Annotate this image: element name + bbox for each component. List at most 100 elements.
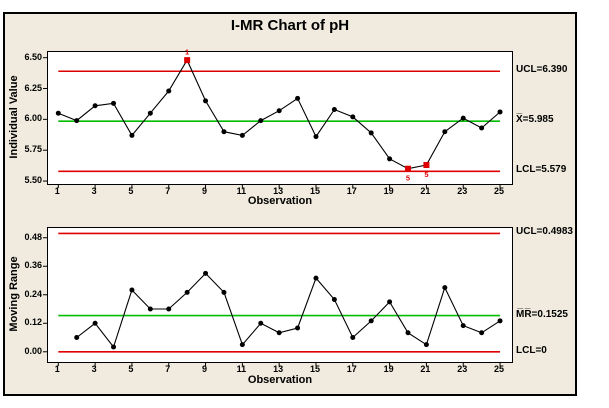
data-point — [74, 335, 80, 341]
data-point — [497, 318, 503, 324]
data-point — [313, 134, 319, 140]
data-point — [295, 95, 301, 101]
y-tick-label: 0.00 — [24, 345, 42, 356]
x-tick-label: 17 — [346, 364, 357, 374]
data-point — [184, 289, 190, 295]
x-tick-label: 13 — [273, 364, 284, 374]
center-line-label-moving-range: M̅R̅=0.1525 — [516, 308, 568, 320]
ucl-label-individuals: UCL=6.390 — [516, 64, 568, 76]
data-point — [479, 125, 485, 131]
y-tick-label: 0.48 — [24, 231, 42, 242]
x-tick-label: 21 — [420, 186, 431, 196]
y-tick-label: 0.12 — [24, 317, 42, 328]
data-point — [350, 114, 356, 120]
data-point — [203, 98, 209, 104]
x-tick-label: 7 — [165, 364, 171, 374]
data-point — [276, 108, 282, 114]
x-axis-title-bottom: Observation — [247, 374, 313, 386]
data-point — [203, 270, 209, 276]
test-failure-flag: 5 — [406, 174, 410, 183]
x-tick-label: 9 — [202, 186, 208, 196]
data-point — [166, 88, 172, 94]
data-point — [331, 297, 337, 303]
data-point — [405, 330, 411, 336]
moving-range-plot-area — [43, 227, 513, 366]
series-line — [58, 58, 501, 170]
data-point — [331, 106, 337, 112]
data-point — [258, 118, 264, 124]
data-point — [129, 287, 135, 293]
data-point — [74, 118, 80, 124]
x-tick-label: 13 — [273, 186, 284, 196]
x-tick-label: 11 — [236, 364, 247, 374]
x-tick-label: 15 — [309, 186, 320, 196]
data-point — [276, 330, 282, 336]
data-point — [442, 129, 448, 135]
data-point — [423, 342, 429, 348]
x-axis-title-top: Observation — [247, 195, 313, 207]
data-point — [313, 275, 319, 281]
ucl-label-moving-range: UCL=0.4983 — [516, 226, 573, 238]
data-point — [442, 285, 448, 291]
data-point — [92, 103, 98, 109]
data-point — [92, 320, 98, 326]
lcl-label-individuals: LCL=5.579 — [516, 164, 567, 176]
series-line — [76, 272, 501, 349]
out-of-control-point — [184, 57, 191, 64]
x-tick-label: 15 — [309, 364, 320, 374]
individuals-plot-area: 1 5 5 — [43, 48, 513, 188]
x-tick-label: 1 — [54, 186, 60, 196]
data-point — [166, 306, 172, 312]
data-point — [111, 100, 117, 106]
data-point — [368, 318, 374, 324]
test-failure-flag: 5 — [424, 170, 428, 179]
data-point — [239, 132, 245, 138]
data-point — [368, 130, 374, 136]
data-point — [295, 325, 301, 331]
data-point — [239, 342, 245, 348]
data-point — [221, 289, 227, 295]
data-point — [221, 129, 227, 135]
data-point — [460, 115, 466, 121]
data-point — [479, 330, 485, 336]
x-tick-label: 25 — [494, 364, 505, 374]
x-tick-label: 9 — [202, 364, 208, 374]
x-tick-label: 25 — [494, 186, 505, 196]
data-point — [258, 320, 264, 326]
x-tick-label: 21 — [420, 364, 431, 374]
x-tick-label: 3 — [91, 364, 97, 374]
data-point — [111, 344, 117, 350]
data-point — [387, 299, 393, 305]
data-point — [147, 110, 153, 116]
x-tick-label: 19 — [383, 186, 394, 196]
y-tick-label: 6.50 — [24, 51, 42, 62]
y-tick-label: 6.00 — [24, 113, 42, 124]
x-tick-label: 17 — [346, 186, 357, 196]
center-line-label-individuals: X̅=5.985 — [516, 114, 554, 126]
individuals-series: 1 5 5 — [43, 48, 503, 188]
lcl-label-moving-range: LCL=0 — [516, 344, 547, 356]
x-tick-label: 5 — [128, 186, 134, 196]
moving-range-series — [43, 232, 503, 366]
data-point — [147, 306, 153, 312]
y-tick-label: 0.24 — [24, 288, 42, 299]
data-point — [497, 109, 503, 115]
y-tick-label: 0.36 — [24, 260, 42, 271]
out-of-control-point — [423, 162, 430, 169]
data-point — [350, 335, 356, 341]
x-tick-label: 23 — [457, 364, 468, 374]
x-tick-label: 7 — [165, 186, 171, 196]
x-tick-label: 3 — [91, 186, 97, 196]
data-point — [55, 110, 61, 116]
x-tick-label: 11 — [236, 186, 247, 196]
data-point — [460, 323, 466, 329]
chart-title: I-MR Chart of pH — [230, 17, 350, 34]
x-tick-label: 5 — [128, 364, 134, 374]
data-point — [387, 156, 393, 162]
x-tick-label: 23 — [457, 186, 468, 196]
x-tick-label: 1 — [54, 364, 60, 374]
y-tick-label: 6.25 — [24, 82, 42, 93]
x-tick-label: 19 — [383, 364, 394, 374]
data-point — [129, 132, 135, 138]
